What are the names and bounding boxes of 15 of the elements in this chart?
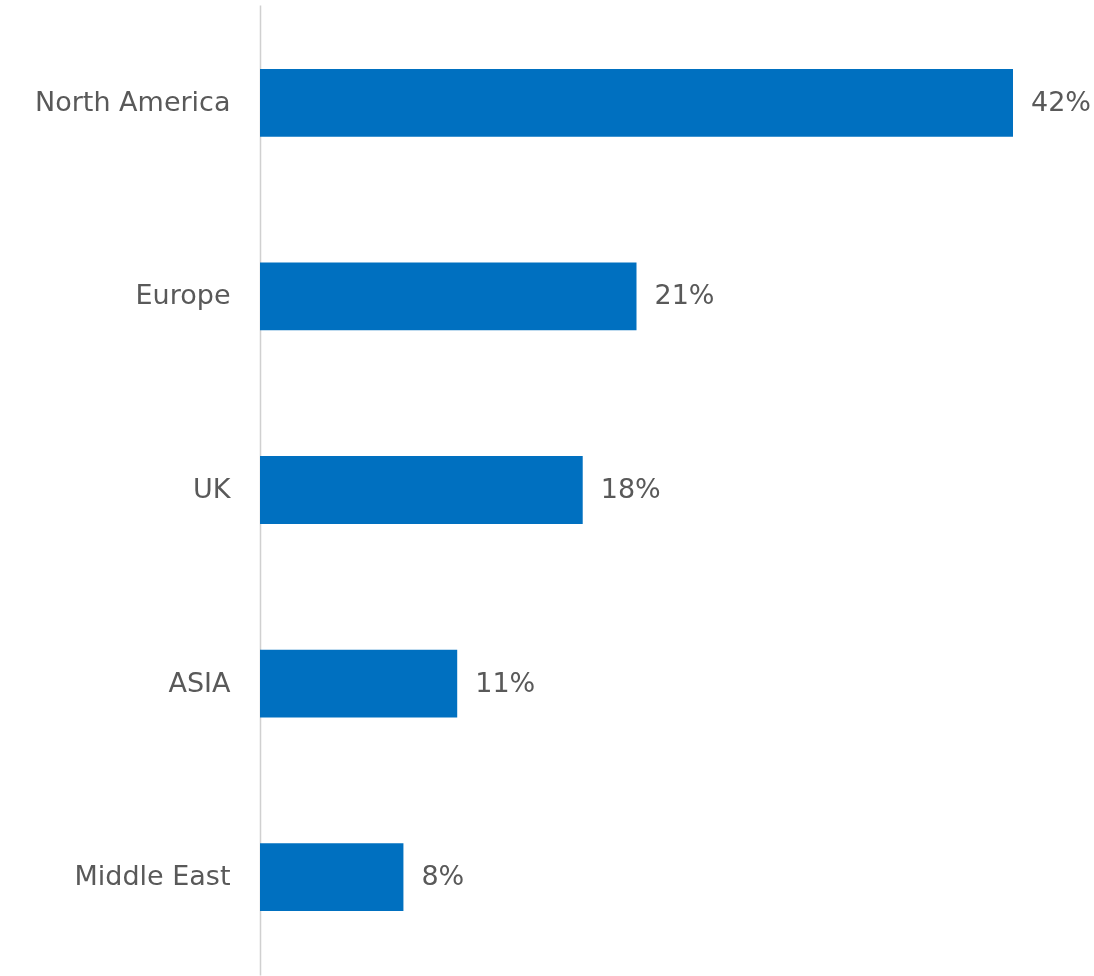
bar [260, 68, 1013, 137]
data-label: 21% [654, 279, 715, 311]
y-tick-label: North America [35, 85, 231, 117]
data-label: 8% [421, 860, 465, 892]
data-label: 42% [1031, 85, 1092, 117]
data-label: 11% [475, 666, 536, 698]
y-tick-label: Europe [135, 279, 231, 311]
bar [260, 843, 404, 912]
data-label: 18% [600, 473, 661, 504]
y-tick-label: UK [193, 473, 232, 504]
bar [260, 649, 458, 718]
y-tick-label: Middle East [74, 860, 231, 892]
bar [260, 262, 637, 331]
y-tick-label: ASIA [168, 666, 232, 698]
bar [260, 456, 583, 524]
